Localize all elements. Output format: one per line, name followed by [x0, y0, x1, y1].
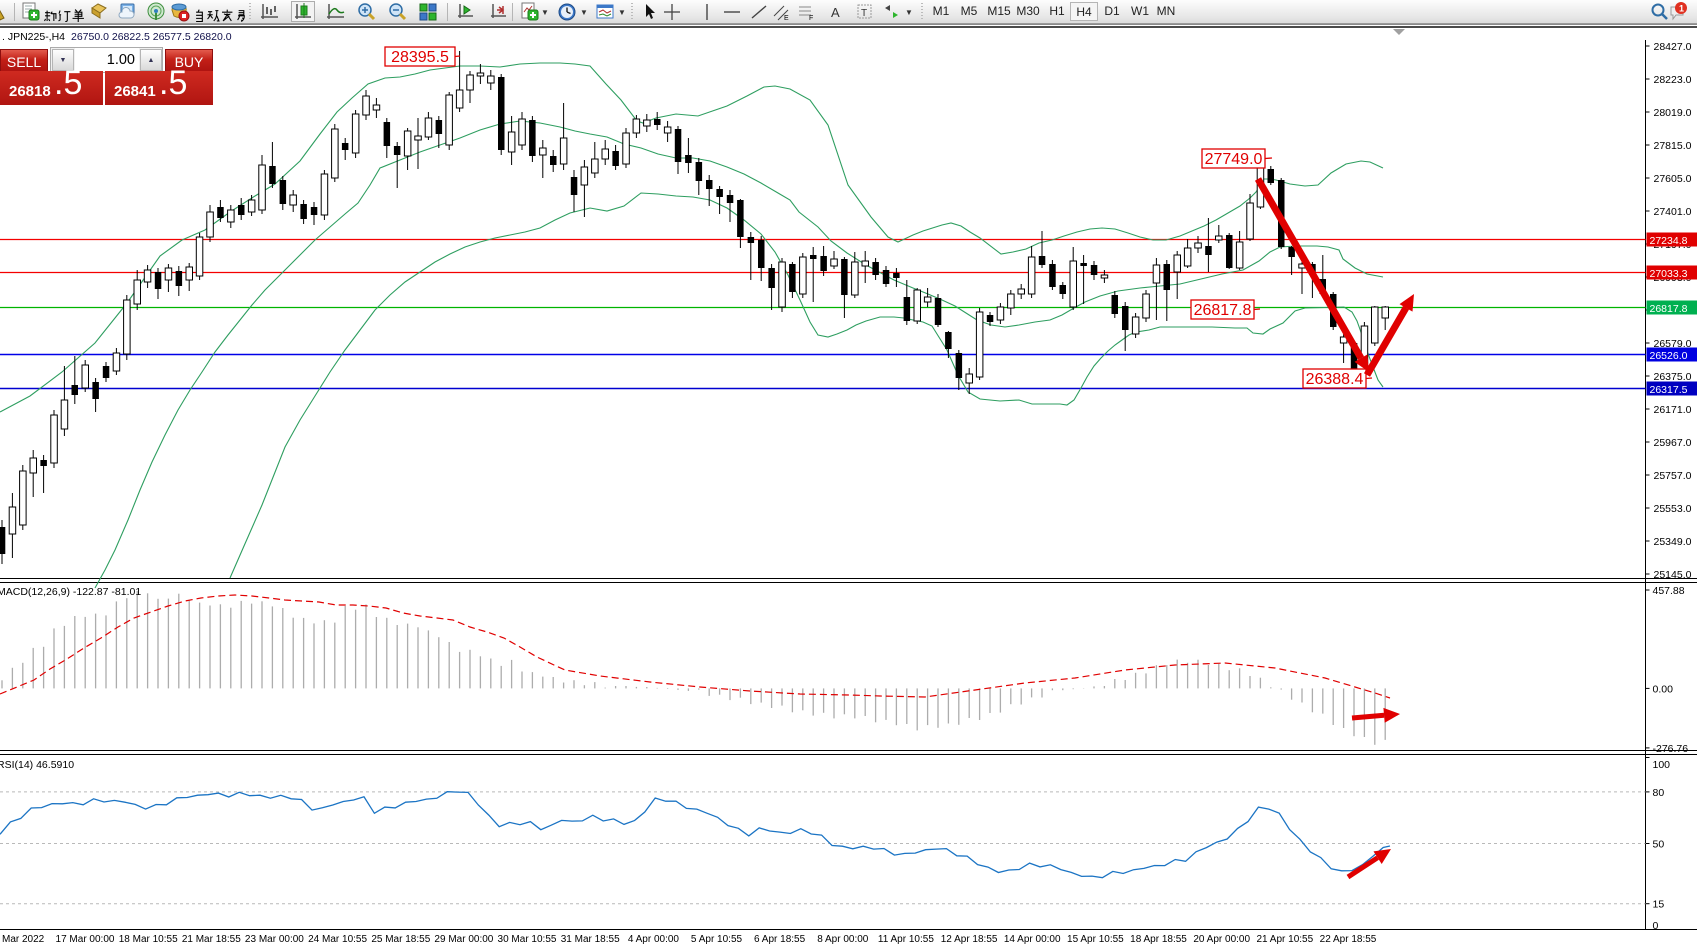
- svg-text:21 Apr 10:55: 21 Apr 10:55: [1256, 934, 1313, 945]
- svg-text:T: T: [861, 8, 867, 19]
- svg-text:28427.0: 28427.0: [1654, 41, 1692, 53]
- svg-text:28019.0: 28019.0: [1654, 107, 1692, 119]
- svg-text:27605.0: 27605.0: [1654, 173, 1692, 185]
- svg-text:25967.0: 25967.0: [1654, 437, 1692, 449]
- svg-text:5 Apr 10:55: 5 Apr 10:55: [691, 934, 743, 945]
- svg-text:28223.0: 28223.0: [1654, 74, 1692, 86]
- svg-text:23 Mar 00:00: 23 Mar 00:00: [245, 934, 304, 945]
- svg-text:26750.0 26822.5 26577.5 26820.: 26750.0 26822.5 26577.5 26820.0: [71, 31, 232, 43]
- svg-text:0: 0: [1653, 920, 1659, 932]
- svg-text:14 Apr 00:00: 14 Apr 00:00: [1004, 934, 1061, 945]
- svg-text:26375.0: 26375.0: [1654, 371, 1692, 383]
- svg-text:20 Apr 00:00: 20 Apr 00:00: [1193, 934, 1250, 945]
- svg-text:26388.4: 26388.4: [1306, 371, 1364, 388]
- svg-text:26171.0: 26171.0: [1654, 404, 1692, 416]
- svg-text:18 Apr 18:55: 18 Apr 18:55: [1130, 934, 1187, 945]
- svg-text:. JPN225-,H4: . JPN225-,H4: [2, 31, 65, 43]
- svg-text:100: 100: [1653, 759, 1671, 771]
- svg-text:1: 1: [1679, 4, 1684, 14]
- svg-text:25757.0: 25757.0: [1654, 470, 1692, 482]
- svg-text:27401.0: 27401.0: [1654, 206, 1692, 218]
- svg-text:80: 80: [1653, 787, 1665, 799]
- svg-text:15 Apr 10:55: 15 Apr 10:55: [1067, 934, 1124, 945]
- svg-text:17 Mar 00:00: 17 Mar 00:00: [56, 934, 115, 945]
- svg-text:26579.0: 26579.0: [1654, 338, 1692, 350]
- svg-text:30 Mar 10:55: 30 Mar 10:55: [498, 934, 557, 945]
- svg-text:RSI(14) 46.5910: RSI(14) 46.5910: [0, 759, 74, 771]
- svg-text:24 Mar 10:55: 24 Mar 10:55: [308, 934, 367, 945]
- svg-text:50: 50: [1653, 839, 1665, 851]
- svg-text:27033.3: 27033.3: [1650, 268, 1688, 280]
- svg-text:15: 15: [1653, 899, 1665, 911]
- svg-text:6 Apr 18:55: 6 Apr 18:55: [754, 934, 806, 945]
- svg-text:26317.5: 26317.5: [1650, 384, 1688, 396]
- svg-text:457.88: 457.88: [1653, 585, 1685, 597]
- svg-text:25349.0: 25349.0: [1654, 536, 1692, 548]
- svg-text:26526.0: 26526.0: [1650, 350, 1688, 362]
- svg-text:11 Apr 10:55: 11 Apr 10:55: [878, 934, 934, 945]
- svg-text:Mar 2022: Mar 2022: [2, 934, 45, 945]
- svg-text:18 Mar 10:55: 18 Mar 10:55: [119, 934, 178, 945]
- svg-text:4 Apr 00:00: 4 Apr 00:00: [628, 934, 680, 945]
- svg-text:0.00: 0.00: [1653, 683, 1674, 695]
- svg-text:29 Mar 00:00: 29 Mar 00:00: [434, 934, 493, 945]
- svg-text:31 Mar 18:55: 31 Mar 18:55: [561, 934, 620, 945]
- svg-text:25 Mar 18:55: 25 Mar 18:55: [371, 934, 430, 945]
- svg-text:26817.8: 26817.8: [1194, 302, 1252, 319]
- svg-text:12 Apr 18:55: 12 Apr 18:55: [941, 934, 998, 945]
- svg-text:25145.0: 25145.0: [1654, 569, 1692, 581]
- svg-text:E: E: [784, 15, 789, 22]
- svg-text:8 Apr 00:00: 8 Apr 00:00: [817, 934, 869, 945]
- svg-text:27815.0: 27815.0: [1654, 140, 1692, 152]
- svg-text:27749.0: 27749.0: [1205, 151, 1263, 168]
- svg-text:27234.8: 27234.8: [1650, 235, 1688, 247]
- svg-text:22 Apr 18:55: 22 Apr 18:55: [1320, 934, 1377, 945]
- svg-text:21 Mar 18:55: 21 Mar 18:55: [182, 934, 241, 945]
- svg-text:F: F: [809, 15, 813, 22]
- svg-text:-276.76: -276.76: [1653, 743, 1689, 755]
- svg-text:MACD(12,26,9) -122.87 -81.01: MACD(12,26,9) -122.87 -81.01: [0, 586, 141, 598]
- svg-text:25553.0: 25553.0: [1654, 503, 1692, 515]
- svg-text:26817.8: 26817.8: [1650, 303, 1688, 315]
- svg-text:28395.5: 28395.5: [391, 49, 449, 66]
